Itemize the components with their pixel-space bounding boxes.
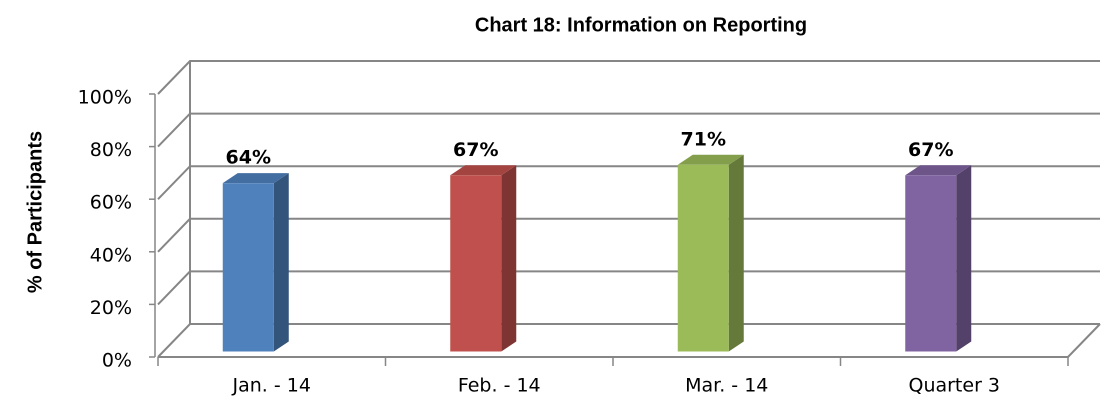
- x-tick-label: Quarter 3: [908, 375, 1000, 397]
- grid-line: [157, 323, 1100, 358]
- bar-top: [450, 165, 517, 176]
- grid-line: [157, 217, 1100, 253]
- x-tick-label: Feb. - 14: [458, 375, 541, 397]
- grid-line: [157, 60, 1100, 95]
- y-axis-title: % of Participants: [24, 131, 46, 293]
- bar-side: [273, 173, 289, 352]
- bar: [222, 183, 274, 352]
- bar: [677, 164, 729, 352]
- bar: [450, 175, 502, 352]
- bar-side: [956, 165, 972, 352]
- x-tick-label: Jan. - 14: [232, 375, 311, 397]
- bar-side: [728, 154, 744, 352]
- bar-side: [501, 165, 517, 352]
- value-label: 64%: [226, 147, 271, 169]
- bar-top: [905, 165, 972, 176]
- bar-top: [677, 154, 744, 165]
- grid-line: [157, 112, 1100, 148]
- y-tick-label: 100%: [78, 87, 132, 109]
- grid-line: [157, 165, 1100, 200]
- chart-title: Chart 18: Information on Reporting: [475, 14, 807, 36]
- grid-line: [157, 270, 1100, 306]
- bar: [905, 175, 957, 352]
- value-label: 67%: [908, 139, 953, 161]
- value-label: 71%: [681, 128, 726, 150]
- y-tick-label: 20%: [90, 297, 132, 319]
- y-tick-label: 60%: [90, 192, 132, 214]
- value-label: 67%: [453, 139, 498, 161]
- y-tick-label: 80%: [90, 139, 132, 161]
- y-tick-label: 0%: [102, 350, 132, 372]
- y-tick-label: 40%: [90, 244, 132, 266]
- bar-top: [222, 173, 289, 184]
- x-tick-label: Mar. - 14: [685, 375, 768, 397]
